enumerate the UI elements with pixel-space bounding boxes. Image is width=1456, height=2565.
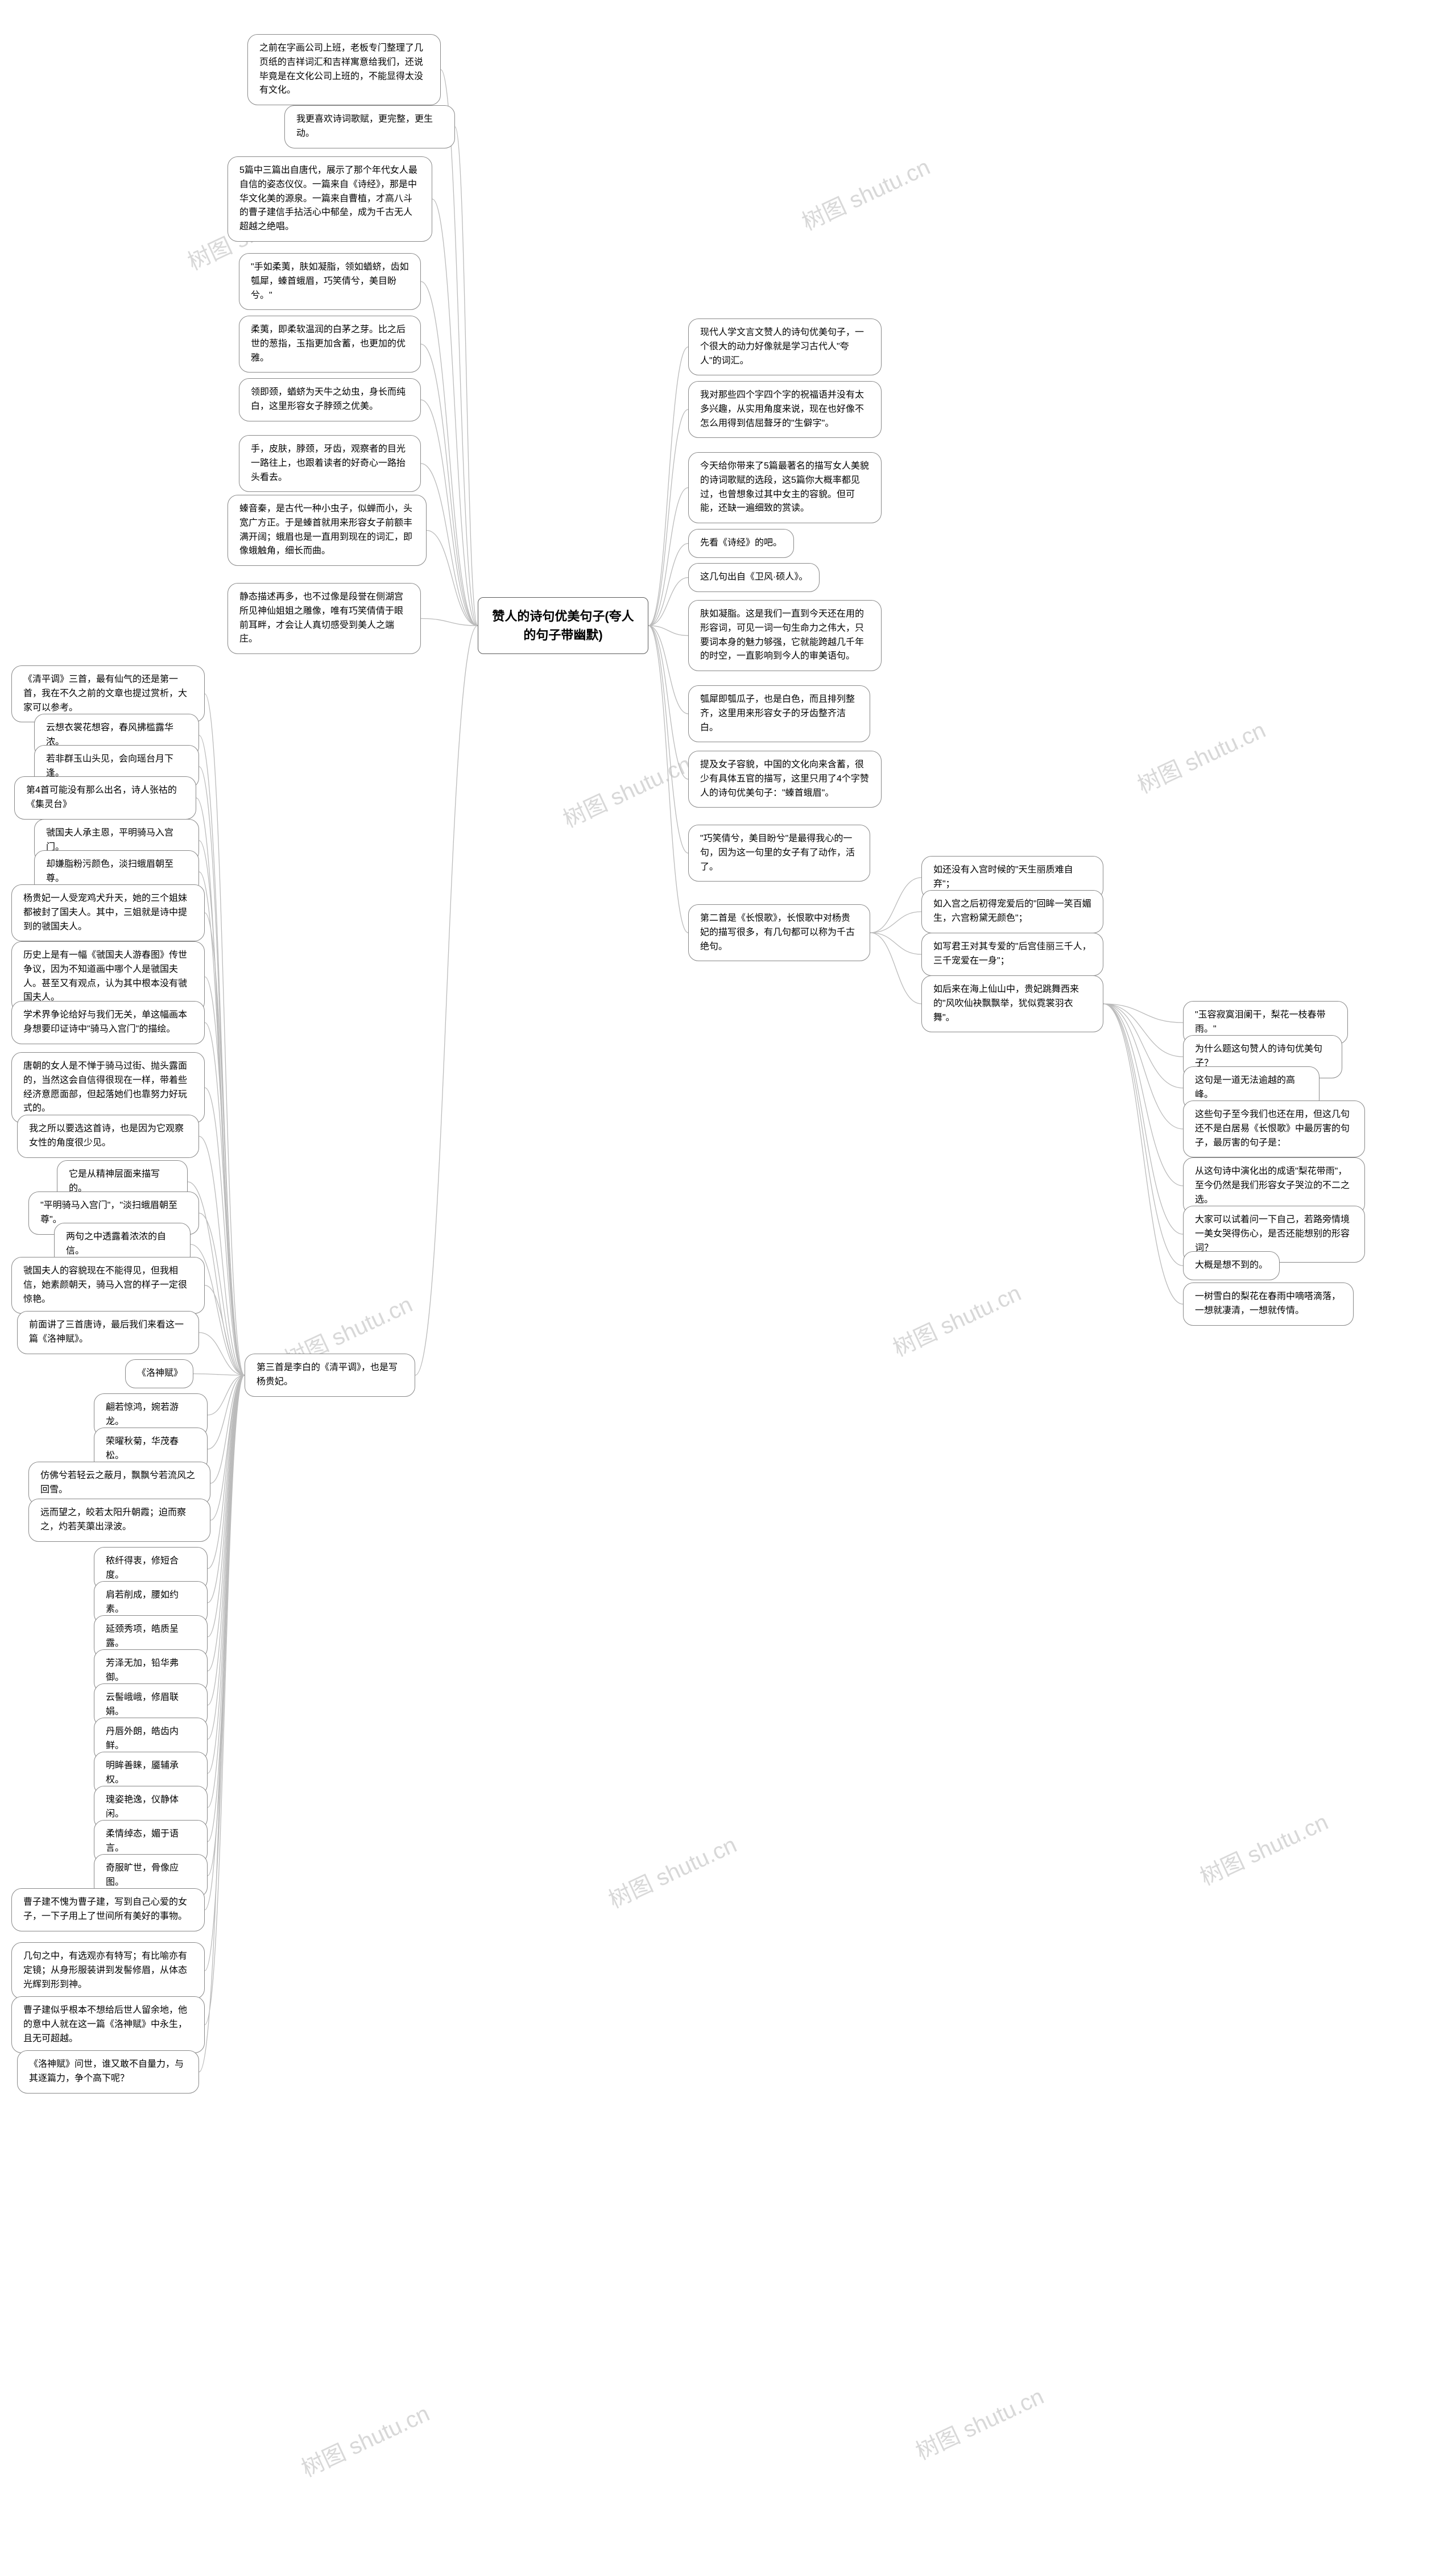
mindmap-node: 如入宫之后初得宠爱后的"回眸一笑百媚生，六宫粉黛无颜色"； [921, 890, 1103, 933]
mindmap-node: 今天给你带来了5篇最著名的描写女人美貌的诗词歌赋的选段，这5篇你大概率都见过，也… [688, 452, 882, 523]
mindmap-node: 这些句子至今我们也还在用，但这几句还不是白居易《长恨歌》中最厉害的句子，最厉害的… [1183, 1101, 1365, 1157]
mindmap-node: 提及女子容貌，中国的文化向来含蓄，很少有具体五官的描写，这里只用了4个字赞人的诗… [688, 751, 882, 808]
mindmap-node: 唐朝的女人是不惮于骑马过街、抛头露面的，当然这会自信得很现在一样，带着些经济意愿… [11, 1052, 205, 1123]
mindmap-node: 第二首是《长恨歌》，长恨歌中对杨贵妃的描写很多，有几句都可以称为千古绝句。 [688, 904, 870, 961]
mindmap-node: 肤如凝脂。这是我们一直到今天还在用的形容词，可见一词一句生命力之伟大，只要词本身… [688, 600, 882, 671]
mindmap-node: 这几句出自《卫风·硕人》。 [688, 563, 820, 592]
root-label: 赞人的诗句优美句子(夸人的句子带幽默) [492, 609, 634, 642]
mindmap-node: 前面讲了三首唐诗，最后我们来看这一篇《洛神赋》。 [17, 1311, 199, 1354]
mindmap-node: "巧笑倩兮，美目盼兮"是最得我心的一句，因为这一句里的女子有了动作，活了。 [688, 825, 870, 882]
mindmap-node: 现代人学文言文赞人的诗句优美句子，一个很大的动力好像就是学习古代人"夸人"的词汇… [688, 318, 882, 375]
mindmap-node: 一树雪白的梨花在春雨中嘀嗒滴落，一想就凄清，一想就传情。 [1183, 1282, 1354, 1326]
mindmap-node: 静态描述再多，也不过像是段誉在侧湖宫所见神仙姐姐之雕像，唯有巧笑倩倩于眼前耳畔，… [228, 583, 421, 654]
watermark: 树图 shutu.cn [796, 149, 934, 237]
watermark: 树图 shutu.cn [909, 2378, 1048, 2467]
mindmap-node: 柔荑，即柔软温润的白茅之芽。比之后世的葱指，玉指更加含蓄，也更加的优雅。 [239, 316, 421, 373]
mindmap-node: 第三首是李白的《清平调》，也是写杨贵妃。 [245, 1354, 415, 1397]
mindmap-node: 第4首可能没有那么出名，诗人张祜的《集灵台》 [14, 776, 196, 820]
mindmap-node: 学术界争论给好与我们无关，单这幅画本身想要印证诗中"骑马入宫门"的描绘。 [11, 1001, 205, 1044]
mindmap-node: 我更喜欢诗词歌赋，更完整，更生动。 [284, 105, 455, 148]
mindmap-node: 我对那些四个字四个字的祝福语并没有太多兴趣，从实用角度来说，现在也好像不怎么用得… [688, 381, 882, 438]
mindmap-node: 大概是想不到的。 [1183, 1251, 1280, 1280]
mindmap-node: 曹子建不愧为曹子建，写到自己心爱的女子，一下子用上了世间所有美好的事物。 [11, 1888, 205, 1931]
mindmap-node: 《洛神赋》问世，谁又敢不自量力，与其逐篇力，争个高下呢？ [17, 2050, 199, 2094]
mindmap-node: 螓音秦，是古代一种小虫子，似蝉而小，头宽广方正。于是螓首就用来形容女子前额丰满开… [228, 495, 427, 566]
watermark: 树图 shutu.cn [1131, 712, 1270, 800]
mindmap-node: 领即颈，蝤蛴为天牛之幼虫，身长而纯白，这里形容女子脖颈之优美。 [239, 378, 421, 421]
mindmap-node: 5篇中三篇出自唐代，展示了那个年代女人最自信的姿态仪仪。一篇来自《诗经》，那是中… [228, 156, 432, 242]
mindmap-node: 几句之中，有选观亦有特写；有比喻亦有定镜；从身形服装讲到发髻修眉，从体态光辉到形… [11, 1942, 205, 1999]
mindmap-node: 如写君王对其专爱的"后宫佳丽三千人，三千宠爱在一身"； [921, 933, 1103, 976]
mindmap-node: 之前在字画公司上班，老板专门整理了几页纸的吉祥词汇和吉祥寓意给我们，还说毕竟是在… [247, 34, 441, 105]
mindmap-root: 赞人的诗句优美句子(夸人的句子带幽默) [478, 597, 648, 654]
mindmap-node: 先看《诗经》的吧。 [688, 529, 794, 558]
mindmap-node: 曹子建似乎根本不想给后世人留余地，他的意中人就在这一篇《洛神赋》中永生，且无可超… [11, 1996, 205, 2053]
mindmap-node: 杨贵妃一人受宠鸡犬升天，她的三个姐妹都被封了国夫人。其中，三姐就是诗中提到的虢国… [11, 884, 205, 941]
mindmap-node: 我之所以要选这首诗，也是因为它观察女性的角度很少见。 [17, 1115, 199, 1158]
watermark: 树图 shutu.cn [602, 1827, 741, 1915]
mindmap-node: 如后来在海上仙山中，贵妃跳舞西来的"风吹仙袂飘飘举，犹似霓裳羽衣舞"。 [921, 975, 1103, 1032]
watermark: 树图 shutu.cn [295, 2396, 434, 2484]
mindmap-node: 远而望之，皎若太阳升朝霞；迫而察之，灼若芙蕖出渌波。 [28, 1499, 210, 1542]
watermark: 树图 shutu.cn [887, 1275, 1025, 1363]
mindmap-node: 瓠犀即瓠瓜子，也是白色，而且排列整齐，这里用来形容女子的牙齿整齐洁白。 [688, 685, 870, 742]
mindmap-node: 手，皮肤，脖颈，牙齿，观察者的目光一路往上，也跟着读者的好奇心一路抬头看去。 [239, 435, 421, 492]
mindmap-node: 虢国夫人的容貌现在不能得见，但我相信，她素颜朝天，骑马入宫的样子一定很惊艳。 [11, 1257, 205, 1314]
watermark: 树图 shutu.cn [1194, 1804, 1333, 1892]
watermark: 树图 shutu.cn [557, 746, 696, 834]
mindmap-node: 《洛神赋》 [125, 1359, 193, 1388]
mindmap-node: "手如柔荑，肤如凝脂，领如蝤蛴，齿如瓠犀，螓首蛾眉，巧笑倩兮，美目盼兮。" [239, 253, 421, 310]
